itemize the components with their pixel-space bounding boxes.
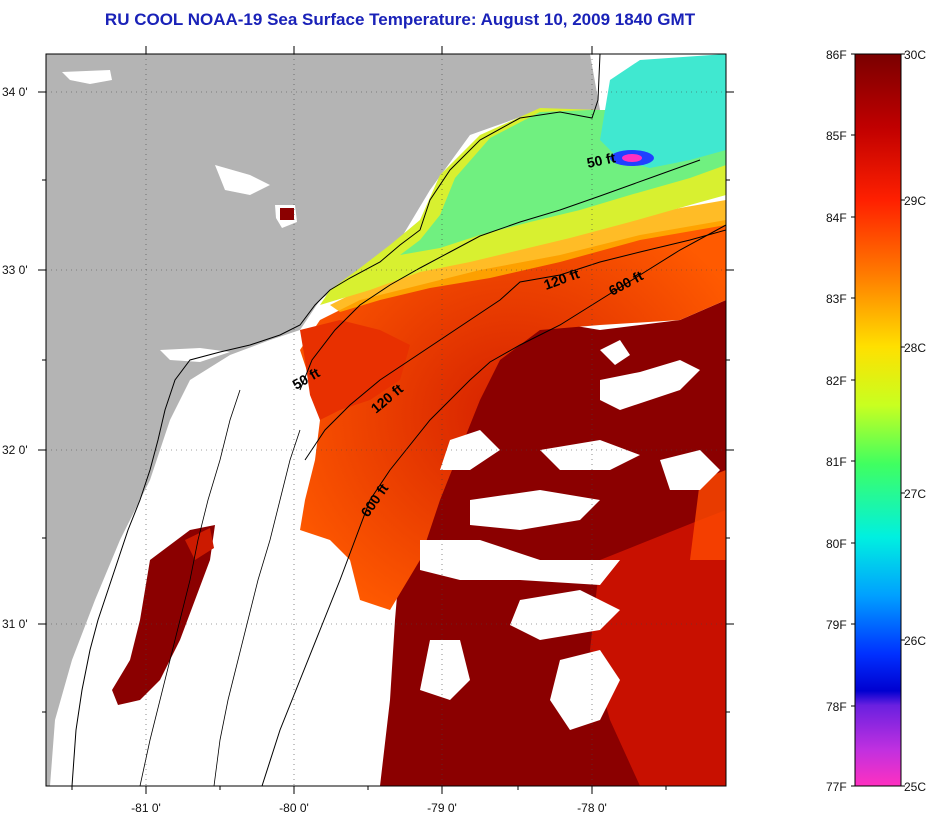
contour-label-50ft-north: 50 ft bbox=[585, 149, 617, 171]
map-panel: 50 ft 120 ft 600 ft 50 ft 120 ft 600 ft bbox=[46, 54, 726, 786]
lon-label-81: -81 0' bbox=[131, 801, 161, 815]
lat-label-33: 33 0' bbox=[2, 263, 28, 277]
cb-c-25: 25C bbox=[904, 780, 926, 794]
cb-f-82: 82F bbox=[826, 374, 847, 388]
cb-c-30: 30C bbox=[904, 48, 926, 62]
map-frame bbox=[45, 53, 727, 787]
cb-f-79: 79F bbox=[826, 618, 847, 632]
sst-field bbox=[112, 54, 726, 786]
cb-f-86: 86F bbox=[826, 48, 847, 62]
coastline bbox=[71, 54, 601, 786]
cb-f-77: 77F bbox=[826, 780, 847, 794]
colorbar: 86F 85F 84F 83F 82F 81F 80F 79F 78F 77F … bbox=[826, 48, 926, 794]
isobaths bbox=[261, 159, 726, 786]
lat-label-34: 34 0' bbox=[2, 85, 28, 99]
cb-c-29: 29C bbox=[904, 194, 926, 208]
map-title: RU COOL NOAA-19 Sea Surface Temperature:… bbox=[104, 10, 696, 29]
cb-f-85: 85F bbox=[826, 129, 847, 143]
lat-label-32: 32 0' bbox=[2, 443, 28, 457]
cb-f-80: 80F bbox=[826, 537, 847, 551]
land-cloud-specks bbox=[62, 70, 297, 362]
cb-c-26: 26C bbox=[904, 634, 926, 648]
colorbar-gradient bbox=[854, 53, 902, 787]
cloud-holes bbox=[420, 340, 720, 730]
cb-f-84: 84F bbox=[826, 211, 847, 225]
lon-label-78: -78 0' bbox=[577, 801, 607, 815]
axis-ticks bbox=[38, 46, 734, 794]
lon-label-79: -79 0' bbox=[427, 801, 457, 815]
cb-c-27: 27C bbox=[904, 487, 926, 501]
cb-c-28: 28C bbox=[904, 341, 926, 355]
cb-f-81: 81F bbox=[826, 455, 847, 469]
lat-label-31: 31 0' bbox=[2, 617, 28, 631]
lon-label-80: -80 0' bbox=[279, 801, 309, 815]
cb-f-78: 78F bbox=[826, 700, 847, 714]
cb-f-83: 83F bbox=[826, 292, 847, 306]
lat-lon-grid bbox=[46, 54, 726, 786]
